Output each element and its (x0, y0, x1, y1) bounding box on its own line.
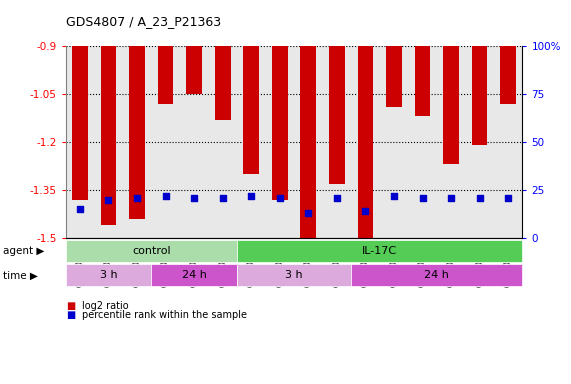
Point (104, 197, 113, 203)
Bar (129, 46, 145, 219)
Point (161, 193, 170, 199)
Bar (243, 46, 259, 174)
Point (218, 195, 227, 201)
Text: percentile rank within the sample: percentile rank within the sample (82, 310, 247, 320)
Text: control: control (132, 246, 171, 256)
Point (361, 208, 370, 214)
Bar (272, 46, 288, 200)
Bar (158, 46, 174, 104)
Bar (100, 46, 116, 225)
Bar (500, 46, 516, 104)
Point (475, 195, 484, 201)
Text: ■: ■ (66, 301, 75, 311)
Bar (472, 46, 488, 145)
Bar (443, 46, 459, 164)
Text: GDS4807 / A_23_P21363: GDS4807 / A_23_P21363 (66, 15, 221, 28)
Point (418, 195, 427, 201)
Point (75, 206, 85, 212)
Text: 24 h: 24 h (424, 270, 449, 280)
Point (247, 193, 256, 199)
Bar (329, 46, 345, 184)
Bar (300, 46, 316, 238)
Point (447, 195, 456, 201)
Text: time ▶: time ▶ (3, 270, 38, 280)
Text: 3 h: 3 h (100, 270, 117, 280)
Point (389, 193, 399, 199)
Text: ■: ■ (66, 310, 75, 320)
Bar (357, 46, 373, 238)
Bar (386, 46, 402, 107)
Text: IL-17C: IL-17C (362, 246, 397, 256)
Point (275, 195, 284, 201)
Bar (186, 46, 202, 94)
Point (132, 195, 142, 201)
Point (190, 195, 199, 201)
Bar (215, 46, 231, 120)
Point (304, 210, 313, 216)
Bar (415, 46, 431, 116)
Text: 3 h: 3 h (286, 270, 303, 280)
Point (332, 195, 341, 201)
Text: log2 ratio: log2 ratio (82, 301, 128, 311)
Bar (72, 46, 88, 200)
Text: 24 h: 24 h (182, 270, 207, 280)
Text: agent ▶: agent ▶ (3, 246, 44, 256)
Point (504, 195, 513, 201)
